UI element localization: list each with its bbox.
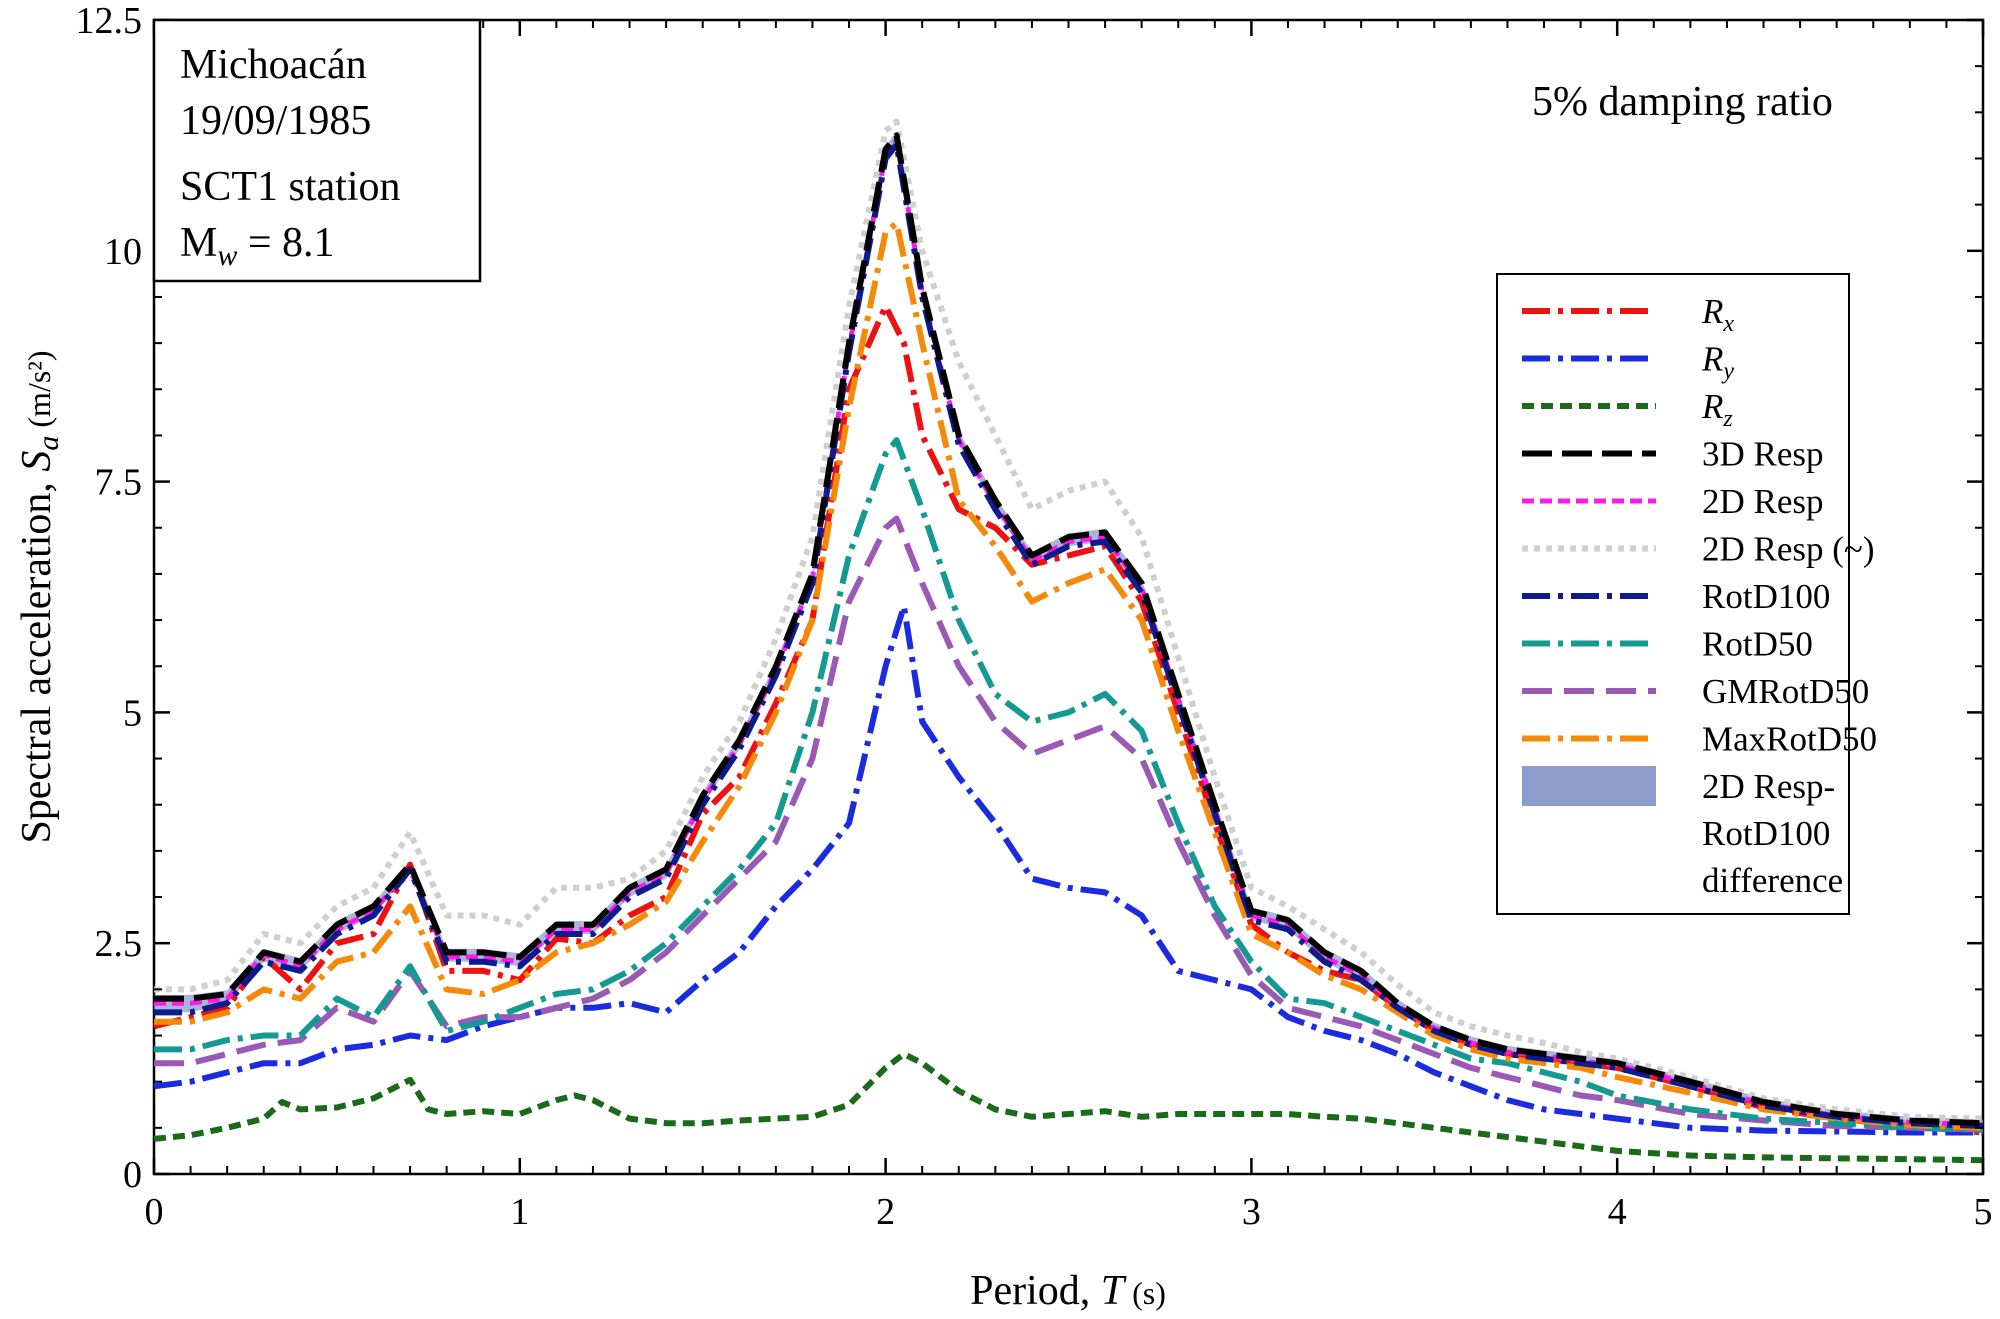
legend-label-rotd100: RotD100 xyxy=(1702,577,1830,616)
series-line-r-y xyxy=(153,603,1983,1136)
x-axis-title: Period, T (s) xyxy=(970,1268,1166,1314)
y-tick-label: 0 xyxy=(123,1154,142,1196)
x-tick-label: 0 xyxy=(145,1191,164,1233)
legend-label-rotd50: RotD50 xyxy=(1702,625,1813,664)
legend-label-difference-band: RotD100 xyxy=(1702,814,1830,853)
legend-label-difference-band: 2D Resp- xyxy=(1702,767,1835,806)
x-tick-label: 2 xyxy=(876,1191,895,1233)
series-line-2d-resp xyxy=(154,118,1984,1122)
y-tick-label: 2.5 xyxy=(95,923,143,965)
series-line-r-z xyxy=(153,1051,1984,1164)
legend-label-r-y: Ry xyxy=(1701,340,1734,385)
event-name: Michoacán xyxy=(180,42,367,88)
event-date: 19/09/1985 xyxy=(180,98,371,144)
legend-label-3d-resp: 3D Resp xyxy=(1702,435,1824,474)
legend-label-2d-resp: 2D Resp xyxy=(1702,482,1824,521)
legend-label-maxrotd50: MaxRotD50 xyxy=(1702,720,1877,759)
event-magnitude: Mw = 8.1 xyxy=(180,220,335,272)
legend-label-r-z: Rz xyxy=(1701,387,1733,432)
event-info-frame xyxy=(152,18,482,283)
legend-label-2d-resp: 2D Resp (~) xyxy=(1702,530,1875,569)
series-line-maxrotd50 xyxy=(154,220,1984,1131)
x-tick-label: 4 xyxy=(1608,1191,1627,1233)
y-tick-label: 5 xyxy=(123,692,142,734)
legend-frame xyxy=(1496,273,1850,915)
series-layer xyxy=(153,118,1984,1164)
event-info-box: Michoacán 19/09/1985 SCT1 station Mw = 8… xyxy=(152,18,482,283)
event-station: SCT1 station xyxy=(180,164,401,210)
x-tick-label: 3 xyxy=(1242,1191,1261,1233)
x-tick-label: 5 xyxy=(1974,1191,1993,1233)
x-tick-label: 1 xyxy=(510,1191,529,1233)
damping-annotation: 5% damping ratio xyxy=(1532,79,1833,125)
series-line-3d-resp xyxy=(154,132,1984,1127)
legend-label-r-x: Rx xyxy=(1701,292,1734,337)
series-line-rotd50 xyxy=(154,437,1984,1133)
legend-swatch-difference-band xyxy=(1522,766,1656,806)
legend-label-gmrotd50: GMRotD50 xyxy=(1702,672,1869,711)
y-tick-label: 12.5 xyxy=(76,0,143,42)
y-tick-label: 10 xyxy=(104,231,142,273)
legend-label-difference-band: difference xyxy=(1702,861,1843,900)
y-tick-label: 7.5 xyxy=(95,462,143,504)
y-axis-title: Spectral acceleration, Sa (m/s²) xyxy=(14,350,65,843)
